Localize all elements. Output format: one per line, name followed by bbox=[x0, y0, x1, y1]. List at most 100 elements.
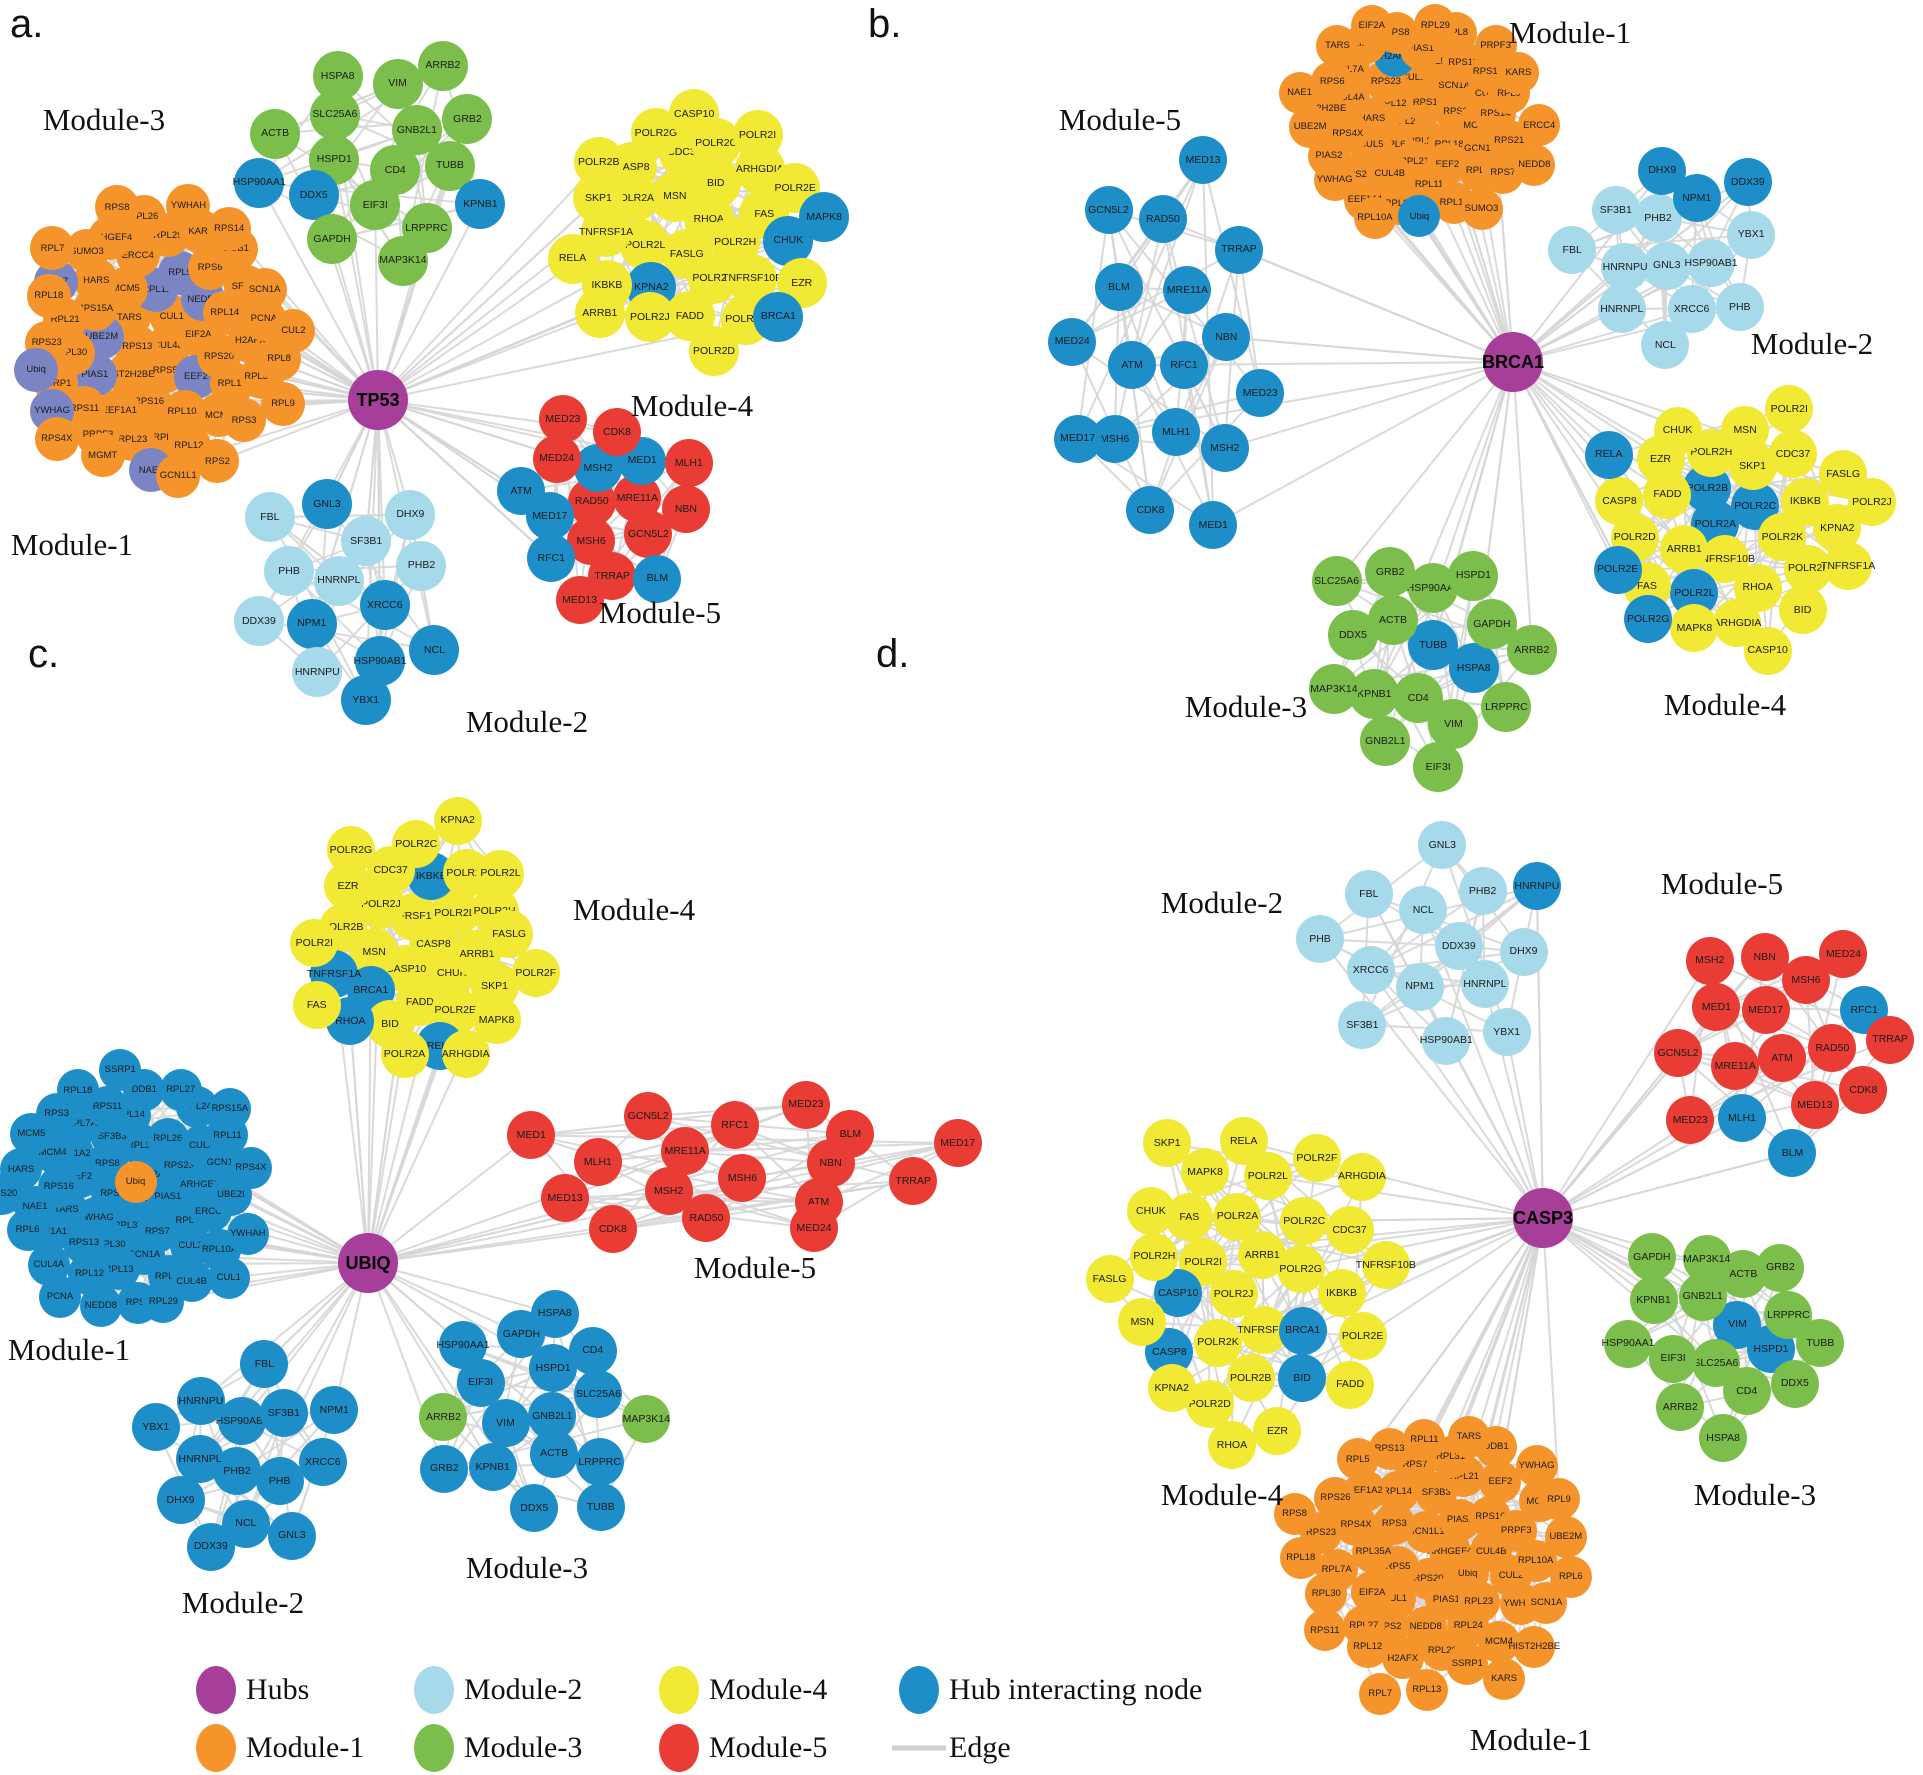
network-node: RPL9 bbox=[261, 381, 306, 426]
network-node: MGMT bbox=[80, 433, 125, 478]
network-node: EEF2 bbox=[1479, 1460, 1522, 1503]
network-node: RFC1 bbox=[1159, 341, 1208, 390]
network-node: VIM bbox=[1428, 698, 1479, 749]
module-label-a-m3: Module-3 bbox=[42, 102, 166, 137]
network-node: MED1 bbox=[1692, 983, 1741, 1032]
network-node: RPS11 bbox=[1303, 1609, 1346, 1652]
module-label-d-m1: Module-1 bbox=[1469, 1722, 1593, 1757]
network-node: SLC25A6 bbox=[1311, 556, 1362, 607]
network-node: BLM bbox=[826, 1110, 875, 1159]
network-node: POLR2B bbox=[573, 137, 624, 188]
network-node: RPS3 bbox=[222, 398, 267, 443]
network-node: GCN1L1 bbox=[156, 453, 201, 498]
network-node: RPL7 bbox=[1359, 1672, 1402, 1715]
module-label-b-m2: Module-2 bbox=[1750, 326, 1874, 361]
legend-label: Module-3 bbox=[464, 1731, 583, 1764]
network-node: RPS4X bbox=[229, 1146, 272, 1189]
legend-swatch-hubs bbox=[196, 1666, 236, 1714]
network-node: MED23 bbox=[1236, 368, 1285, 417]
network-node: POLR2E bbox=[1338, 1311, 1387, 1360]
network-node: HIST2H2BE bbox=[1508, 1625, 1560, 1668]
network-node: CDK8 bbox=[1126, 486, 1175, 535]
network-node: TUBB bbox=[576, 1482, 625, 1531]
network-node: SF3B1 bbox=[341, 516, 392, 567]
network-node: PCNA bbox=[39, 1275, 82, 1318]
network-node: NBN bbox=[1740, 933, 1789, 982]
module-label-c-m1: Module-1 bbox=[7, 1332, 131, 1367]
legend-label: Edge bbox=[949, 1731, 1011, 1764]
network-node: RPS4X bbox=[34, 416, 79, 461]
network-node: GRB2 bbox=[420, 1444, 469, 1493]
network-node: PHB2 bbox=[1458, 866, 1507, 915]
legend-swatch-module-2 bbox=[414, 1666, 454, 1714]
network-node: RPS15A bbox=[208, 1087, 251, 1130]
network-node: SUMO3 bbox=[1460, 188, 1503, 231]
network-node: MED17 bbox=[1053, 414, 1102, 463]
network-node: GRB2 bbox=[1365, 546, 1416, 597]
hub-node-casp3: CASP3 bbox=[1513, 1188, 1573, 1248]
network-node: RELA bbox=[547, 233, 598, 284]
network-node: CUL2 bbox=[271, 308, 316, 353]
network-node: NBN bbox=[661, 485, 710, 534]
network-node: MSH2 bbox=[1685, 936, 1734, 985]
network-node: NCL bbox=[1399, 886, 1448, 935]
network-node: NPM1 bbox=[1395, 962, 1444, 1011]
panel-letter-a: a. bbox=[10, 2, 44, 46]
network-node: NPM1 bbox=[286, 598, 337, 649]
network-node: NCL bbox=[1641, 321, 1690, 370]
network-node: CDC37 bbox=[366, 846, 415, 895]
network-node: HNRNPU bbox=[292, 647, 343, 698]
network-node: NCL bbox=[409, 625, 460, 676]
network-node: YBX1 bbox=[1727, 210, 1776, 259]
network-node: POLR2H bbox=[1130, 1232, 1179, 1281]
network-node: GNB2L1 bbox=[1360, 715, 1411, 766]
network-node: DHX9 bbox=[1638, 146, 1687, 195]
network-node: SSRP1 bbox=[1446, 1642, 1489, 1685]
network-node: POLR2G bbox=[326, 826, 375, 875]
network-node: POLR2A bbox=[380, 1030, 429, 1079]
network-node: ARRB2 bbox=[1506, 625, 1557, 676]
network-node: RPL6 bbox=[1549, 1556, 1592, 1599]
network-node: ARRB2 bbox=[417, 40, 468, 91]
network-node: LRPPRC bbox=[575, 1437, 624, 1486]
network-node: FBL bbox=[244, 492, 295, 543]
network-node: RAD50 bbox=[682, 1193, 731, 1242]
network-node: MRE11A bbox=[1163, 266, 1212, 315]
network-node: HSPA8 bbox=[1448, 643, 1499, 694]
network-node: MAPK8 bbox=[1670, 604, 1719, 653]
network-node: BRCA1 bbox=[753, 291, 804, 342]
network-node: GNL3 bbox=[301, 478, 352, 529]
network-node: BLM bbox=[1768, 1128, 1817, 1177]
network-node: RFC1 bbox=[527, 534, 576, 583]
network-node: NBN bbox=[1202, 313, 1251, 362]
network-node: ARRB2 bbox=[419, 1393, 468, 1442]
network-node: MRE11A bbox=[1711, 1042, 1760, 1091]
network-node: UBE2I bbox=[209, 1173, 252, 1216]
network-node: NPM1 bbox=[310, 1386, 359, 1435]
network-node: FBL bbox=[1548, 225, 1597, 274]
network-node: VIM bbox=[372, 58, 423, 109]
network-node: KPNA2 bbox=[433, 796, 482, 845]
network-node: MED1 bbox=[507, 1111, 556, 1160]
module-label-d-m4: Module-4 bbox=[1160, 1477, 1284, 1512]
network-node: YWHAG bbox=[1515, 1444, 1558, 1487]
network-node: RPL6 bbox=[6, 1208, 49, 1251]
network-node: GAPDH bbox=[307, 214, 358, 265]
network-node: GRB2 bbox=[442, 93, 493, 144]
network-node: RPS2 bbox=[195, 439, 240, 484]
network-node: GNL3 bbox=[1642, 241, 1691, 290]
network-node: HSP90AB1 bbox=[216, 1397, 269, 1446]
network-node: RPL18 bbox=[26, 273, 71, 318]
network-node: MED13 bbox=[541, 1174, 590, 1223]
network-node: ACTB bbox=[250, 108, 301, 159]
network-node: DDX39 bbox=[233, 595, 284, 646]
network-node: KARS bbox=[1483, 1658, 1526, 1701]
legend-edge-swatch bbox=[892, 1745, 946, 1751]
network-node: DDX5 bbox=[1770, 1359, 1819, 1408]
module-label-b-m3: Module-3 bbox=[1184, 689, 1308, 724]
network-node: YWHAH bbox=[226, 1213, 269, 1256]
network-node: CDK8 bbox=[593, 408, 641, 457]
network-node: VIM bbox=[481, 1398, 530, 1447]
network-node: KARS bbox=[1497, 51, 1540, 94]
module-label-b-m1: Module-1 bbox=[1508, 15, 1632, 50]
